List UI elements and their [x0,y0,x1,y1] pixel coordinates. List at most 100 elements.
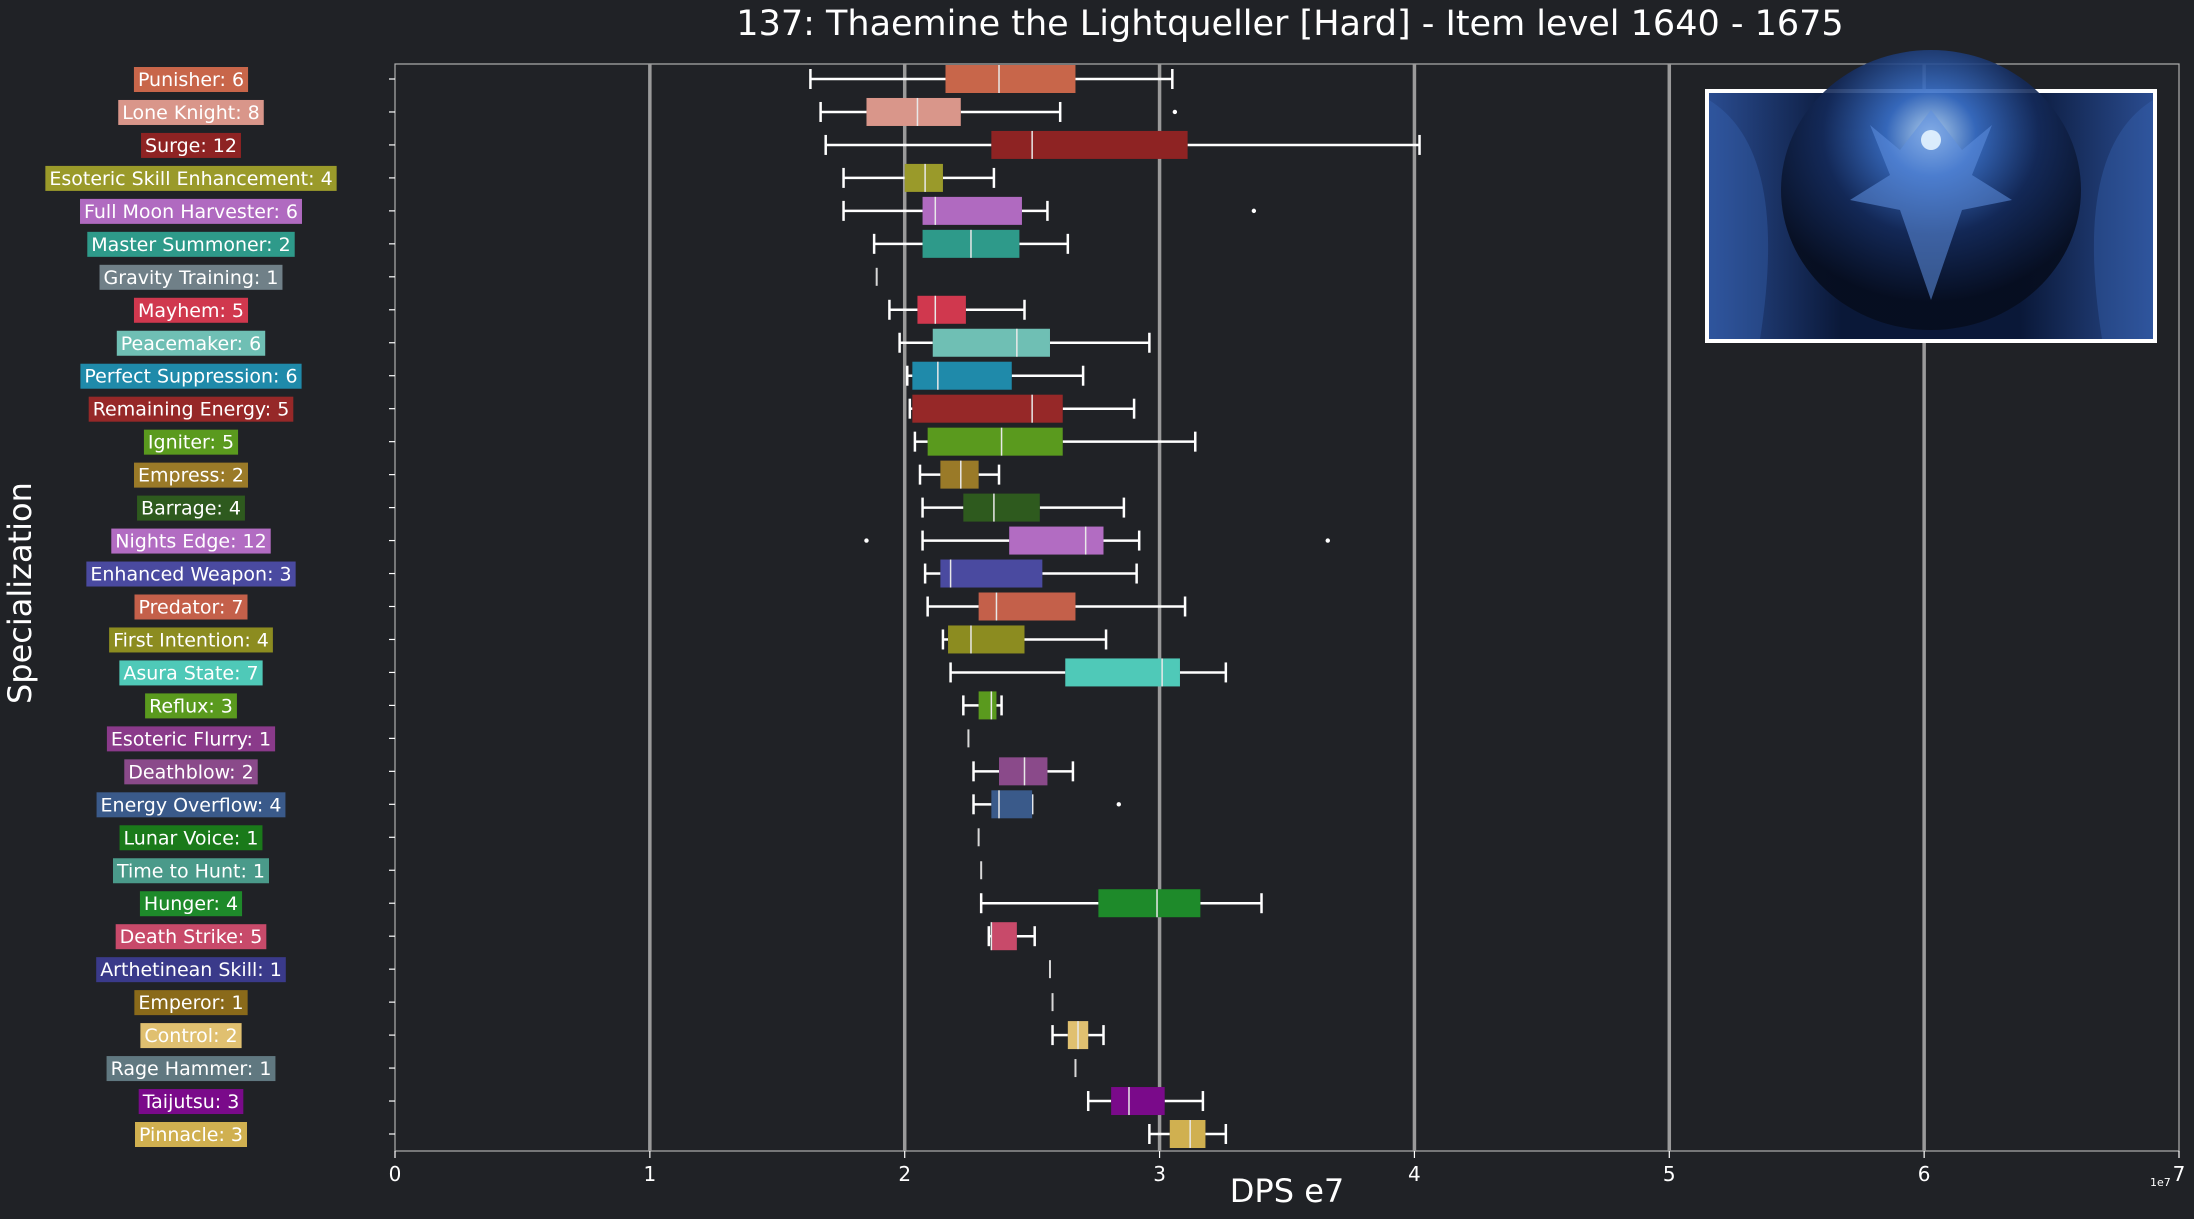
iqr-box [991,790,1033,819]
box-series [389,65,1421,1148]
box-group [389,267,878,286]
y-label-background [135,1122,247,1147]
y-label-group: Pinnacle: 3 [135,1122,247,1147]
x-tick-label: 0 [389,1162,402,1186]
y-label-group: Death Strike: 5 [115,924,267,950]
box-group [389,163,996,192]
x-tick-label: 7 [2173,1162,2186,1186]
y-label-background [134,594,248,620]
y-label-background [134,990,248,1016]
box-group [389,1059,1077,1078]
y-label-group: Surge: 12 [141,132,241,158]
y-label-background [138,1089,244,1115]
box-group [389,1021,1105,1050]
box-group [389,625,1108,654]
x-tick-label: 2 [898,1162,911,1186]
y-label-group: First Intention: 4 [109,627,273,653]
iqr-box [978,592,1076,621]
y-tick-label: Reflux: 3 [149,695,233,717]
y-label-background [140,1023,242,1049]
y-label-background [88,396,294,422]
iqr-box [1065,658,1180,687]
y-label-background [115,924,267,950]
outlier-point [864,538,869,543]
y-label-group: Empress: 2 [134,462,248,488]
inset-left-wing [1709,100,1769,339]
y-label-group: Emperor: 1 [134,990,248,1016]
y-tick-label: Peacemaker: 6 [121,333,261,355]
box-group [389,229,1070,258]
y-tick-label: Lunar Voice: 1 [124,827,259,849]
y-label-group: Deathblow: 2 [124,759,258,785]
iqr-box [991,130,1188,159]
y-label-group: Reflux: 3 [145,693,237,719]
y-label-background [143,429,239,455]
y-label-group: Asura State: 7 [119,660,263,686]
y-tick-label: Emperor: 1 [138,992,243,1014]
y-label-group: Master Summoner: 2 [87,231,295,257]
y-label-background [112,858,270,884]
iqr-box [932,328,1050,357]
iqr-box [999,757,1048,786]
y-label-background [124,759,258,785]
y-label-background [119,825,263,851]
y-label-group: Peacemaker: 6 [116,330,266,356]
y-tick-label: Esoteric Skill Enhancement: 4 [49,168,332,190]
y-label-group: Esoteric Flurry: 1 [106,726,276,752]
y-label-group: Energy Overflow: 4 [96,792,286,818]
box-group [389,960,1051,979]
y-label-background [45,165,337,191]
y-label-group: Full Moon Harvester: 6 [80,198,302,224]
x-tick-label: 4 [1408,1162,1421,1186]
box-group [389,65,1174,93]
y-label-group: Predator: 7 [134,594,248,620]
plot-frame [394,63,2180,1152]
x-ticks: 0 1 2 3 4 5 6 7 [389,1151,2186,1186]
y-tick-label: Barrage: 4 [141,498,241,520]
y-tick-label: Remaining Energy: 5 [93,399,290,421]
y-label-background [106,726,276,752]
y-label-group: Punisher: 6 [133,67,249,92]
box-group [389,394,1136,423]
outlier-point [1251,208,1257,214]
box-group [389,592,1187,621]
y-tick-label: Master Summoner: 2 [91,234,290,256]
y-label-group: Igniter: 5 [143,429,239,455]
iqr-box [945,65,1076,93]
x-tick-label: 3 [1153,1162,1166,1186]
iqr-box [917,295,966,324]
box-group [389,493,1126,522]
inset-boss-eye [1921,130,1941,150]
box-group [389,97,1178,126]
y-label-group: Arthetinean Skill: 1 [96,957,286,983]
y-tick-label: Enhanced Weapon: 3 [90,564,291,586]
y-label-background [139,891,243,917]
iqr-box [991,922,1017,951]
y-tick-label: Pinnacle: 3 [139,1124,243,1146]
box-group [389,526,1330,555]
y-tick-label: First Intention: 4 [113,629,269,651]
y-label-background [106,1056,276,1082]
x-axis-label: DPS e7 [1229,1172,1345,1210]
box-group [389,658,1228,687]
x-tick-label: 5 [1663,1162,1676,1186]
y-label-background [134,462,248,488]
iqr-box [912,361,1012,390]
y-label-group: Perfect Suppression: 6 [80,363,302,389]
iqr-box [866,97,961,126]
y-label-background [133,67,249,92]
y-tick-label: Surge: 12 [145,135,237,157]
y-label-background [119,660,263,686]
box-group [389,828,980,847]
y-label-background [80,363,302,389]
box-group [389,729,970,748]
y-label-background [99,264,283,290]
outlier-point [1325,538,1330,543]
iqr-box [1111,1087,1165,1116]
y-label-group: Esoteric Skill Enhancement: 4 [45,165,337,191]
y-label-group: Nights Edge: 12 [111,528,271,554]
y-label-group: Remaining Energy: 5 [88,396,294,422]
y-label-background [80,198,302,224]
y-label-group: Mayhem: 5 [133,297,249,323]
y-tick-label: Full Moon Harvester: 6 [84,201,298,223]
